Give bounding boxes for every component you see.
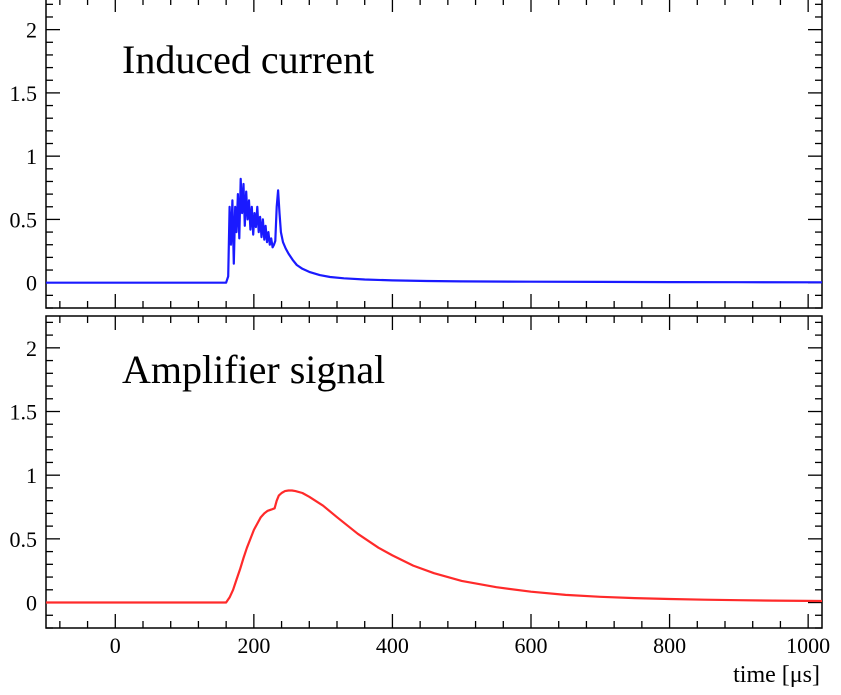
y-tick-label: 2 <box>26 18 37 43</box>
y-axis-ticks: 0 0.5 1 1.5 2 <box>10 321 822 629</box>
y-tick-label: 1 <box>26 463 37 488</box>
amplifier-signal-title: Amplifier signal <box>122 347 385 392</box>
x-tick-label: 400 <box>376 633 409 658</box>
plot-frame <box>45 315 823 629</box>
amplifier-signal-panel: 0 0.5 1 1.5 2 0 200 400 600 800 1000 Amplifier si… <box>10 315 830 688</box>
induced-current-panel: 0 0.5 1 1.5 2 Induced current <box>10 0 823 309</box>
x-tick-label: 0 <box>110 633 121 658</box>
y-tick-label: 1 <box>26 144 37 169</box>
amplifier-signal-line <box>46 489 823 604</box>
x-tick-label: 1000 <box>786 633 830 658</box>
y-tick-label: 1.5 <box>10 400 38 425</box>
x-tick-label: 800 <box>653 633 686 658</box>
x-tick-label: 200 <box>237 633 270 658</box>
induced-current-title: Induced current <box>122 37 374 82</box>
y-tick-label: 1.5 <box>10 81 38 106</box>
y-tick-label: 0.5 <box>10 207 38 232</box>
y-tick-label: 0 <box>26 591 37 616</box>
x-axis-ticks <box>59 0 809 308</box>
induced-current-line <box>46 177 823 284</box>
plot-frame <box>45 0 823 309</box>
y-tick-label: 0.5 <box>10 527 38 552</box>
x-axis-title: time [μs] <box>733 662 820 688</box>
y-tick-label: 2 <box>26 336 37 361</box>
x-axis-ticks: 0 200 400 600 800 1000 <box>59 316 830 658</box>
x-tick-label: 600 <box>515 633 548 658</box>
y-tick-label: 0 <box>26 271 37 296</box>
